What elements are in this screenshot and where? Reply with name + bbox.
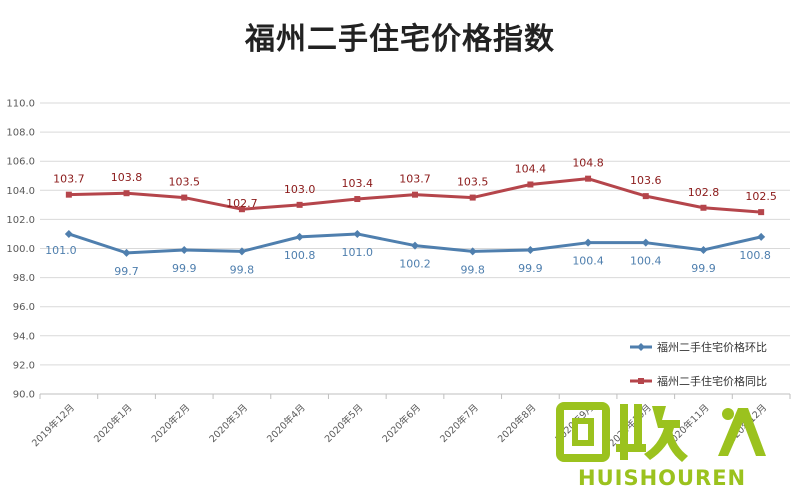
data-label-yoy: 103.5: [457, 176, 489, 189]
data-label-yoy: 103.0: [284, 183, 316, 196]
x-tick-label: 2019年12月: [29, 402, 77, 450]
data-label-yoy: 104.4: [515, 162, 547, 175]
data-label-mom: 101.0: [45, 244, 77, 257]
data-label-mom: 99.9: [172, 262, 197, 275]
x-tick-label: 2020年2月: [149, 402, 192, 445]
data-point-yoy: [354, 196, 361, 203]
y-tick-label: 104.0: [6, 186, 35, 197]
legend-marker: [637, 343, 645, 351]
data-label-yoy: 103.7: [399, 173, 431, 186]
y-tick-label: 110.0: [6, 99, 35, 110]
data-label-yoy: 103.5: [168, 176, 200, 189]
data-label-mom: 99.8: [230, 263, 255, 276]
grid-lines: [40, 102, 790, 395]
y-tick-label: 90.0: [13, 390, 35, 401]
data-label-mom: 100.8: [739, 249, 771, 262]
y-tick-label: 106.0: [6, 157, 35, 168]
data-point-yoy: [296, 201, 303, 208]
legend-label: 福州二手住宅价格同比: [657, 374, 767, 388]
x-tick-label: 2020年6月: [380, 402, 423, 445]
x-tick-label: 2020年7月: [438, 402, 481, 445]
data-point-yoy: [412, 191, 418, 198]
watermark-logo: HUISHOUREN: [530, 398, 790, 498]
y-tick-label: 102.0: [6, 215, 35, 226]
data-label-mom: 99.9: [691, 262, 716, 275]
y-tick-label: 108.0: [6, 128, 35, 139]
data-point-mom: [699, 245, 708, 254]
data-point-mom: [757, 232, 766, 241]
data-point-yoy: [123, 190, 130, 197]
y-tick-label: 92.0: [13, 360, 35, 371]
data-label-mom: 99.9: [518, 262, 543, 275]
data-point-mom: [526, 245, 535, 254]
data-point-mom: [353, 229, 362, 238]
data-label-mom: 100.4: [630, 255, 662, 268]
x-tick-label: 2020年3月: [207, 402, 250, 445]
x-tick-label: 2020年1月: [91, 402, 134, 445]
data-label-yoy: 102.8: [688, 186, 720, 199]
data-point-mom: [237, 247, 246, 256]
data-label-mom: 100.2: [399, 258, 431, 271]
data-label-yoy: 102.7: [226, 197, 258, 210]
y-tick-label: 96.0: [13, 302, 35, 313]
data-point-yoy: [65, 191, 72, 198]
data-point-mom: [180, 245, 189, 254]
watermark-text: HUISHOUREN: [578, 466, 747, 490]
data-labels: 101.0 99.7 99.9 99.8 100.8 101.0 100.2 99.8 99.9…: [45, 157, 777, 278]
data-point-mom: [122, 248, 131, 257]
x-tick-label: 2020年5月: [322, 402, 365, 445]
legend-label: 福州二手住宅价格环比: [657, 340, 767, 354]
data-label-yoy: 103.6: [630, 174, 662, 187]
data-point-yoy: [238, 206, 245, 213]
data-point-yoy: [527, 181, 534, 188]
data-point-yoy: [585, 175, 592, 182]
watermark-icon: [556, 402, 766, 462]
data-label-mom: 101.0: [342, 246, 374, 259]
data-label-yoy: 103.7: [53, 173, 85, 186]
chart-title: 福州二手住宅价格指数: [245, 22, 555, 57]
data-point-yoy: [469, 194, 476, 201]
data-point-mom: [295, 232, 304, 241]
data-point-mom: [641, 238, 650, 247]
data-point-mom: [64, 229, 73, 238]
data-label-mom: 100.4: [572, 255, 604, 268]
y-tick-label: 94.0: [13, 331, 35, 342]
x-tick-label: 2020年4月: [264, 402, 307, 445]
data-label-mom: 100.8: [284, 249, 316, 262]
data-point-yoy: [758, 209, 765, 216]
data-point-yoy: [700, 204, 707, 211]
data-label-yoy: 102.5: [745, 190, 777, 203]
y-tick-label: 100.0: [6, 244, 35, 255]
y-tick-label: 98.0: [13, 273, 35, 284]
data-label-mom: 99.7: [114, 265, 139, 278]
data-point-yoy: [642, 193, 649, 200]
data-point-yoy: [181, 194, 188, 201]
series-layer: [64, 175, 766, 257]
data-point-mom: [584, 238, 593, 247]
data-label-yoy: 104.8: [572, 157, 604, 170]
data-point-mom: [468, 247, 477, 256]
data-point-mom: [411, 241, 419, 250]
data-label-mom: 99.8: [460, 263, 485, 276]
data-label-yoy: 103.4: [342, 177, 374, 190]
data-label-yoy: 103.8: [111, 171, 143, 184]
legend-marker: [638, 378, 644, 384]
